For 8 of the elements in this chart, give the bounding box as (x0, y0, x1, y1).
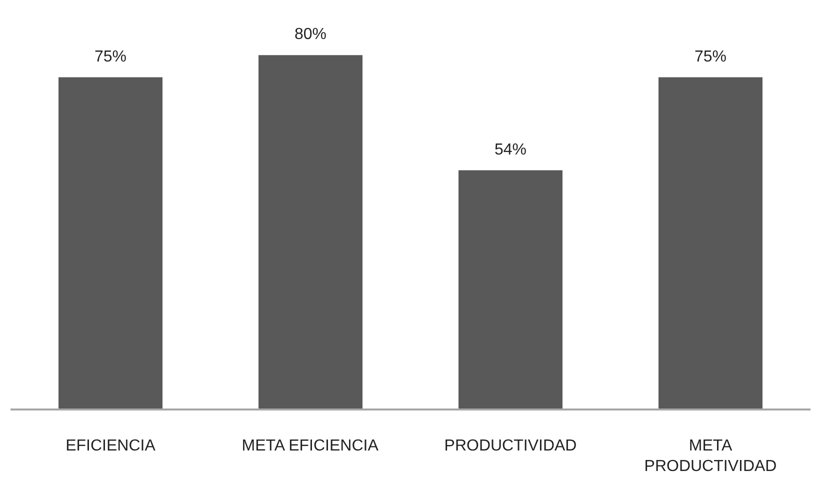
data-label: 75% (694, 48, 727, 66)
x-tick-label: PRODUCTIVIDAD (444, 438, 577, 454)
data-label: 80% (294, 26, 327, 44)
x-tick-label: EFICIENCIA (66, 438, 156, 454)
x-tick-label: META PRODUCTIVIDAD (644, 438, 777, 475)
data-label: 54% (494, 141, 527, 158)
data-label: 75% (94, 48, 127, 66)
x-tick-label: META EFICIENCIA (242, 438, 379, 454)
